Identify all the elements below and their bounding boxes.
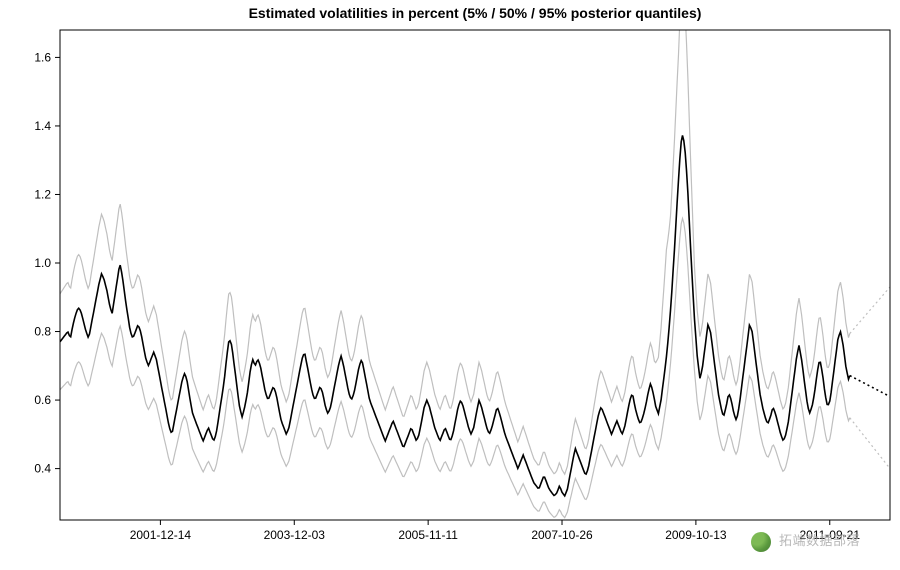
chart-title: Estimated volatilities in percent (5% / …	[249, 5, 702, 21]
q50-line	[60, 135, 850, 496]
panel-border	[60, 30, 890, 520]
y-tick-label: 0.8	[34, 325, 51, 339]
x-tick-label: 2003-12-03	[264, 528, 326, 542]
q05-line-forecast	[850, 418, 890, 469]
x-tick-label: 2009-10-13	[665, 528, 727, 542]
y-tick-label: 1.2	[34, 187, 51, 201]
y-tick-label: 1.6	[34, 50, 51, 64]
x-tick-label: 2011-09-21	[800, 528, 861, 542]
y-tick-label: 0.4	[34, 462, 51, 476]
q05-line	[60, 218, 850, 517]
x-tick-label: 2001-12-14	[130, 528, 192, 542]
y-tick-label: 1.4	[34, 119, 51, 133]
x-tick-label: 2005-11-11	[398, 528, 458, 542]
volatility-chart: Estimated volatilities in percent (5% / …	[0, 0, 900, 570]
q95-line-forecast	[850, 287, 890, 334]
y-tick-label: 1.0	[34, 256, 51, 270]
x-tick-label: 2007-10-26	[531, 528, 593, 542]
plot-group	[60, 0, 890, 518]
q50-line-forecast	[850, 376, 890, 397]
y-tick-label: 0.6	[34, 393, 51, 407]
